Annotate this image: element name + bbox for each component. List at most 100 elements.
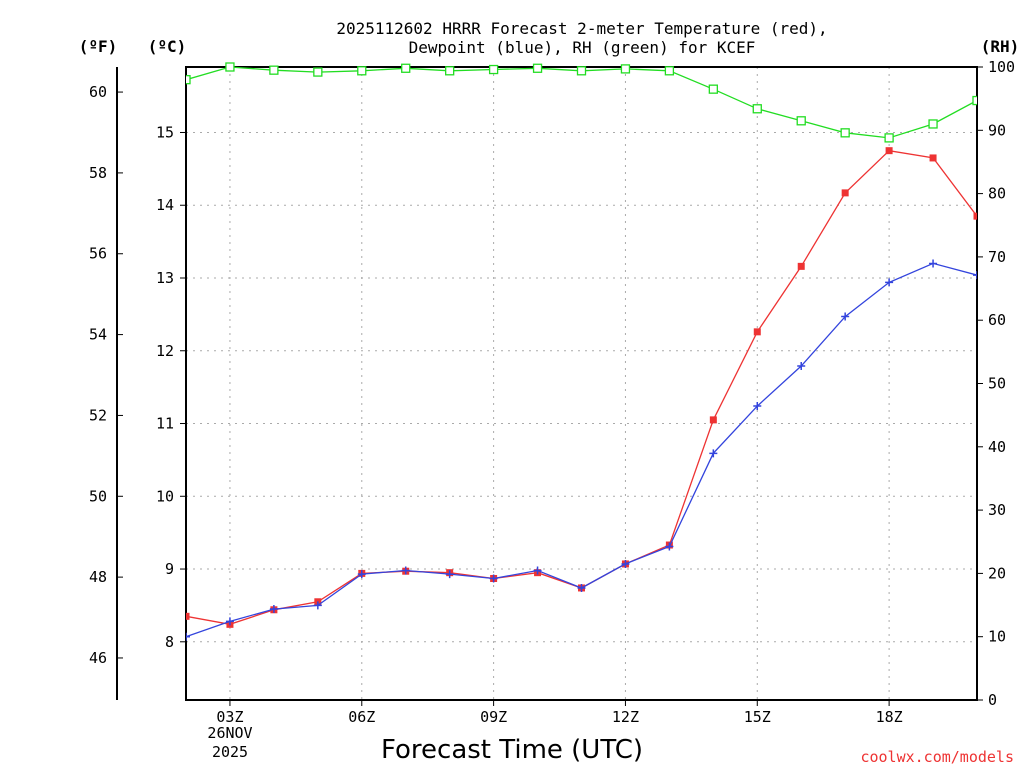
rh-point bbox=[532, 63, 543, 73]
temperature-point bbox=[973, 212, 977, 220]
x-tick-label: 18Z bbox=[876, 708, 903, 726]
dewpoint-point bbox=[445, 570, 454, 579]
rh-point bbox=[357, 66, 367, 76]
temperature-point bbox=[709, 416, 717, 424]
celsius-tick-label: 15 bbox=[156, 123, 174, 141]
date-label-year: 2025 bbox=[212, 743, 248, 761]
x-tick-label: 03Z bbox=[216, 708, 243, 726]
temperature-series bbox=[186, 147, 977, 628]
x-tick-label: 12Z bbox=[612, 708, 639, 726]
dewpoint-point bbox=[797, 362, 806, 371]
rh-point bbox=[708, 84, 718, 94]
dewpoint-point bbox=[841, 312, 850, 321]
dewpoint-point bbox=[533, 566, 542, 575]
dewpoint-point bbox=[929, 259, 938, 268]
plot-frame bbox=[185, 66, 978, 701]
rh-point bbox=[840, 128, 850, 138]
x-tick-label: 15Z bbox=[744, 708, 771, 726]
x-tick-label: 06Z bbox=[348, 708, 375, 726]
rh-point bbox=[928, 119, 938, 129]
chart-title-line2: Dewpoint (blue), RH (green) for KCEF bbox=[409, 38, 756, 57]
dewpoint-point bbox=[489, 574, 498, 583]
dewpoint-point bbox=[973, 271, 977, 280]
dewpoint-point bbox=[665, 542, 674, 551]
rh-point bbox=[225, 62, 235, 72]
temperature-point bbox=[841, 189, 849, 197]
rh-series bbox=[186, 62, 977, 143]
celsius-tick-label: 8 bbox=[165, 633, 174, 651]
rh-point bbox=[972, 95, 977, 106]
rh-line bbox=[186, 66, 977, 139]
rh-point bbox=[186, 75, 191, 85]
credit-label: coolwx.com/models bbox=[860, 748, 1014, 766]
dewpoint-point bbox=[186, 632, 190, 641]
rh-point bbox=[445, 66, 455, 76]
fahrenheit-tick-label: 58 bbox=[89, 164, 107, 182]
rh-tick-label: 30 bbox=[988, 501, 1006, 519]
rh-tick-label: 50 bbox=[988, 375, 1006, 393]
rh-tick-label: 80 bbox=[988, 185, 1006, 203]
fahrenheit-tick-label: 56 bbox=[89, 245, 107, 263]
celsius-tick-label: 12 bbox=[156, 342, 174, 360]
rh-tick-label: 40 bbox=[988, 438, 1006, 456]
dewpoint-point bbox=[621, 559, 630, 568]
dewpoint-line bbox=[186, 262, 977, 638]
fahrenheit-tick-label: 50 bbox=[89, 487, 107, 505]
temperature-point bbox=[929, 154, 937, 162]
rh-point bbox=[620, 64, 631, 74]
rh-tick-label: 100 bbox=[988, 58, 1015, 76]
rh-point bbox=[313, 67, 323, 77]
chart-title-line1: 2025112602 HRRR Forecast 2-meter Tempera… bbox=[336, 19, 827, 38]
rh-tick-label: 70 bbox=[988, 248, 1006, 266]
fahrenheit-tick-label: 52 bbox=[89, 406, 107, 424]
rh-tick-label: 20 bbox=[988, 564, 1006, 582]
rh-point bbox=[576, 66, 587, 76]
rh-point bbox=[664, 66, 675, 76]
celsius-tick-label: 14 bbox=[156, 196, 174, 214]
dewpoint-point bbox=[709, 449, 718, 458]
rh-axis-unit: (RH) bbox=[981, 37, 1020, 56]
dewpoint-point bbox=[357, 570, 366, 579]
fahrenheit-axis-unit: (ºF) bbox=[79, 37, 118, 56]
temperature-point bbox=[885, 147, 893, 155]
rh-point bbox=[752, 104, 762, 114]
dewpoint-point bbox=[885, 278, 894, 287]
x-tick-label: 09Z bbox=[480, 708, 507, 726]
dewpoint-series bbox=[186, 259, 977, 641]
temperature-line bbox=[186, 150, 977, 625]
rh-tick-label: 0 bbox=[988, 691, 997, 709]
fahrenheit-tick-label: 48 bbox=[89, 568, 107, 586]
date-label-day: 26NOV bbox=[207, 724, 252, 742]
dewpoint-point bbox=[753, 402, 762, 411]
rh-tick-label: 90 bbox=[988, 121, 1006, 139]
gridlines bbox=[186, 67, 977, 700]
celsius-axis-unit: (ºC) bbox=[148, 37, 187, 56]
x-axis-label: Forecast Time (UTC) bbox=[381, 735, 643, 765]
series-layer bbox=[186, 62, 977, 641]
dewpoint-point bbox=[225, 617, 234, 626]
fahrenheit-tick-label: 46 bbox=[89, 649, 107, 667]
rh-point bbox=[269, 65, 279, 75]
rh-point bbox=[884, 133, 894, 143]
dewpoint-point bbox=[313, 601, 322, 610]
temperature-point bbox=[186, 612, 190, 620]
fahrenheit-tick-label: 54 bbox=[89, 326, 107, 344]
rh-tick-label: 60 bbox=[988, 311, 1006, 329]
temperature-point bbox=[797, 262, 805, 270]
axes: 03Z 06Z 09Z 12Z 15Z 18Z 8 9 10 11 12 13 14 15 46 48 50 52… bbox=[89, 58, 1015, 726]
dewpoint-point bbox=[577, 583, 586, 592]
rh-tick-label: 10 bbox=[988, 628, 1006, 646]
rh-point bbox=[796, 116, 806, 126]
dewpoint-point bbox=[269, 605, 278, 614]
celsius-tick-label: 11 bbox=[156, 415, 174, 433]
dewpoint-point bbox=[401, 566, 410, 575]
celsius-tick-label: 13 bbox=[156, 269, 174, 287]
temperature-point bbox=[753, 328, 761, 336]
rh-point bbox=[488, 64, 499, 75]
celsius-tick-label: 10 bbox=[156, 487, 174, 505]
fahrenheit-tick-label: 60 bbox=[89, 83, 107, 101]
rh-point bbox=[401, 63, 411, 73]
celsius-tick-label: 9 bbox=[165, 560, 174, 578]
